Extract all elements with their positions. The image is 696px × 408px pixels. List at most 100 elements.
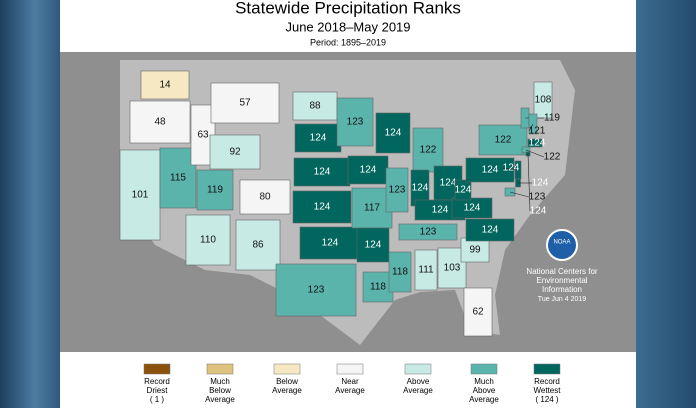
state-rank: 99 [469, 245, 481, 256]
state-rank: 48 [154, 117, 166, 128]
legend-label: Record [534, 377, 560, 386]
legend-label: Above [473, 386, 496, 395]
state [454, 179, 472, 201]
legend-label: ( 124 ) [535, 395, 558, 404]
state-rank: 124 [482, 225, 499, 236]
legend-label: Average [335, 386, 365, 395]
legend-label: Driest [147, 386, 169, 395]
state-rank: 124 [482, 165, 499, 176]
agency: National Centers forEnvironmentalInforma… [526, 267, 597, 303]
legend-label: Near [341, 377, 359, 386]
state [185, 214, 231, 266]
state-rank: 111 [418, 265, 434, 276]
state [465, 218, 515, 242]
state-rank: 108 [535, 95, 552, 106]
state [210, 82, 280, 124]
state [129, 100, 191, 144]
noaa-logo [546, 229, 578, 261]
state-rank: 124 [455, 185, 472, 196]
state [465, 157, 515, 183]
legend-label: Average [272, 386, 302, 395]
legend-swatch [143, 363, 171, 375]
legend-label: Average [469, 395, 499, 404]
state [388, 251, 412, 293]
period: Period: 1895–2019 [310, 37, 386, 47]
legend-label: Much [474, 377, 494, 386]
state-rank: 115 [170, 173, 186, 184]
state-rank: 124 [314, 202, 331, 213]
legend-label: Much [210, 377, 230, 386]
legend-swatch [533, 363, 561, 375]
state-rank: 124 [530, 206, 547, 217]
legend-swatch [470, 363, 498, 375]
agency-name: Environmental [536, 276, 587, 285]
state [451, 197, 493, 219]
state [336, 97, 374, 147]
legend-swatch [273, 363, 301, 375]
state-rank: 14 [159, 80, 171, 91]
legend-label: Average [403, 386, 433, 395]
state-rank: 124 [360, 165, 377, 176]
legend-swatch [336, 363, 364, 375]
state-rank: 57 [239, 98, 251, 109]
state-rank: 101 [132, 190, 149, 201]
state [362, 271, 394, 303]
state-rank: 124 [532, 178, 549, 189]
state-rank: 124 [322, 238, 339, 249]
legend-label: Above [407, 377, 430, 386]
state-rank: 124 [314, 167, 331, 178]
leader-line [502, 167, 519, 171]
agency-date: Tue Jun 4 2019 [538, 296, 586, 303]
state [463, 287, 493, 337]
state-rank: 62 [472, 307, 484, 318]
state-rank: 123 [389, 185, 406, 196]
state [347, 155, 389, 185]
state-rank: 123 [529, 192, 546, 203]
state-rank: 121 [529, 126, 546, 137]
state [292, 91, 338, 121]
state [239, 179, 291, 215]
state [140, 70, 190, 100]
state-rank: 124 [365, 240, 382, 251]
state [196, 169, 234, 211]
legend-swatch [206, 363, 234, 375]
state-rank: 119 [207, 185, 223, 196]
state [412, 127, 444, 173]
state [159, 147, 197, 209]
state-rank: 124 [529, 138, 546, 149]
state-rank: 122 [420, 145, 437, 156]
state [299, 226, 361, 260]
state-rank: 117 [364, 203, 380, 214]
state-rank: 119 [544, 113, 560, 124]
noaa-logo-text: NOAA [553, 240, 570, 246]
legend-label: Below [209, 386, 231, 395]
state-rank: 88 [309, 101, 321, 112]
state-rank: 80 [259, 192, 271, 203]
state [292, 190, 352, 224]
state-rank: 124 [464, 203, 481, 214]
legend-label: Record [144, 377, 170, 386]
legend-label: Average [205, 395, 235, 404]
title: Statewide Precipitation Ranks [235, 0, 461, 17]
state [275, 263, 357, 317]
state-rank: 110 [200, 235, 216, 246]
state-rank: 118 [392, 267, 408, 278]
leader-line [525, 149, 545, 158]
legend-label: Wettest [534, 386, 562, 395]
legend-label: Below [276, 377, 298, 386]
state-rank: 118 [370, 282, 386, 293]
state [293, 157, 351, 187]
legend-label: ( 1 ) [150, 395, 165, 404]
state-rank: 122 [544, 152, 561, 163]
state [356, 227, 390, 263]
state [478, 124, 528, 156]
leader-line [528, 123, 534, 132]
subtitle: June 2018–May 2019 [285, 19, 410, 34]
state [235, 219, 281, 271]
legend-swatch [404, 363, 432, 375]
state [398, 223, 458, 241]
state-rank: 123 [420, 227, 437, 238]
